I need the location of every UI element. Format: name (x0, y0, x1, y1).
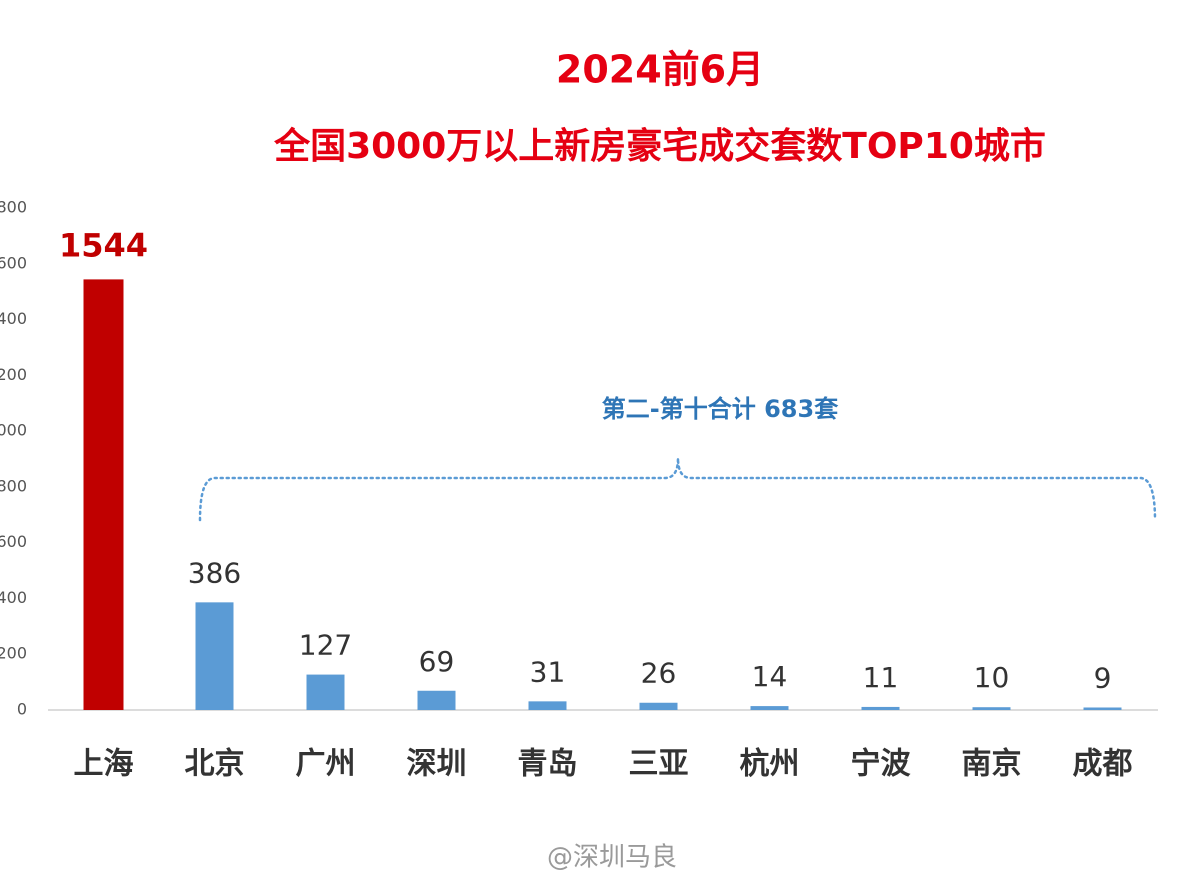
x-tick-label: 南京 (962, 747, 1022, 782)
bar (83, 279, 124, 710)
value-label: 9 (1094, 661, 1112, 694)
value-label: 386 (188, 556, 241, 589)
y-tick-label: 400 (0, 588, 27, 607)
value-label: 10 (974, 661, 1010, 694)
bar (417, 690, 456, 710)
chart-subtitle: 全国3000万以上新房豪宅成交套数TOP10城市 (273, 125, 1046, 167)
x-tick-label: 广州 (296, 747, 356, 782)
y-tick-label: 0 (17, 700, 27, 719)
x-tick-label: 成都 (1073, 747, 1133, 782)
bar (972, 707, 1011, 710)
y-tick-label: 1800 (0, 198, 27, 217)
chart-title: 2024前6月 (556, 48, 764, 92)
y-tick-label: 800 (0, 476, 27, 495)
bracket (198, 457, 1157, 522)
bar (861, 706, 900, 710)
x-tick-label: 宁波 (851, 747, 912, 782)
value-label: 26 (641, 657, 677, 690)
y-tick-label: 1000 (0, 421, 27, 440)
bar (639, 702, 678, 710)
x-tick-label: 深圳 (407, 747, 467, 782)
y-tick-label: 1600 (0, 253, 27, 272)
y-tick-label: 1400 (0, 309, 27, 328)
y-tick-label: 200 (0, 644, 27, 663)
bar (306, 674, 345, 710)
bar (1083, 707, 1122, 710)
y-tick-label: 1200 (0, 365, 27, 384)
x-tick-label: 三亚 (629, 747, 689, 782)
value-label: 127 (299, 629, 352, 662)
value-label: 31 (530, 655, 566, 688)
value-label: 11 (863, 661, 899, 694)
y-tick-label: 600 (0, 532, 27, 551)
value-label: 14 (752, 660, 788, 693)
value-label: 1544 (59, 226, 148, 264)
bar (528, 701, 567, 710)
value-label: 69 (419, 645, 455, 678)
x-tick-label: 北京 (185, 747, 245, 782)
bar (750, 706, 789, 710)
watermark: @深圳马良 (547, 843, 677, 873)
annotation: 第二-第十合计 683套 (602, 395, 839, 423)
bar (195, 602, 234, 710)
x-tick-label: 青岛 (518, 747, 578, 782)
x-tick-label: 杭州 (740, 747, 800, 782)
x-tick-label: 上海 (74, 747, 134, 782)
